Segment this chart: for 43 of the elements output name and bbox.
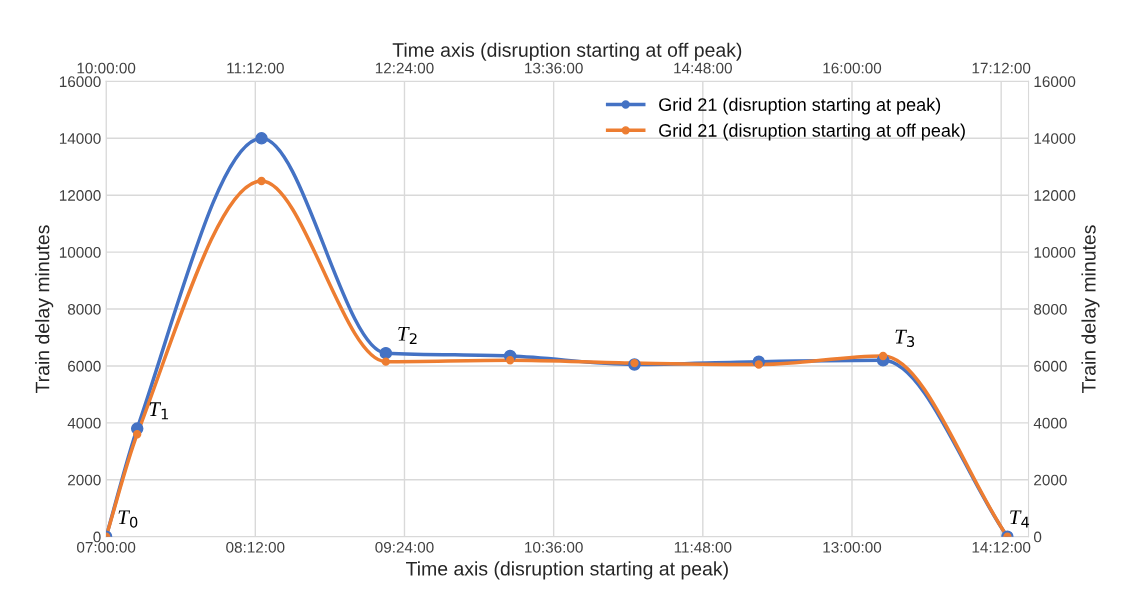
legend-label: Grid 21 (disruption starting at off peak) <box>659 123 965 141</box>
y-tick-label: 6000 <box>68 360 101 372</box>
y-tick-label: 14000 <box>59 133 101 144</box>
annotation: T$_{3}$ <box>895 329 915 347</box>
x-tick-label: 07:00:00 <box>76 541 136 553</box>
x-tick-label: 13:00:00 <box>823 541 882 553</box>
x2-tick-label: 10:00:00 <box>77 62 136 74</box>
x2-tick-label: 12:24:00 <box>375 62 434 74</box>
y-axis-title: Train delay minutes <box>35 225 54 394</box>
y-tick-label: 4000 <box>67 417 101 429</box>
x2-tick-label: 13:36:00 <box>525 62 583 74</box>
legend-label: Grid 21 (disruption starting at peak) <box>659 97 941 115</box>
y2-tick-label: 10000 <box>1034 247 1076 258</box>
x2-tick-label: 16:00:00 <box>823 62 882 74</box>
x-tick-label: 10:36:00 <box>525 541 583 553</box>
x2-tick-label: 14:48:00 <box>674 62 732 74</box>
x2-axis-title: Time axis (disruption starting at off peak) <box>392 42 742 61</box>
x-axis-title: Time axis (disruption starting at peak) <box>406 561 728 580</box>
y2-tick-label: 16000 <box>1034 76 1076 88</box>
y-tick-label: 10000 <box>59 247 101 258</box>
x2-tick-label: 11:12:00 <box>227 62 284 74</box>
annotation: T$_{4}$ <box>1010 510 1030 528</box>
y2-tick-label: 0 <box>1033 531 1042 543</box>
y2-axis-title: Train delay minutes <box>1081 225 1100 394</box>
x-tick-label: 14:12:00 <box>972 541 1031 553</box>
x-tick-label: 08:12:00 <box>226 541 285 553</box>
annotation: T$_{0}$ <box>118 510 138 528</box>
x-tick-label: 09:24:00 <box>375 541 434 553</box>
y2-tick-label: 8000 <box>1034 303 1067 315</box>
annotation: T$_{1}$ <box>149 402 169 420</box>
annotation: T$_{2}$ <box>398 326 417 344</box>
y2-tick-label: 2000 <box>1034 474 1067 486</box>
y-tick-label: 16000 <box>59 76 101 88</box>
y-tick-label: 2000 <box>68 474 101 486</box>
x-tick-label: 11:48:00 <box>674 541 732 553</box>
y2-tick-label: 6000 <box>1034 360 1067 372</box>
y-tick-label: 12000 <box>59 190 101 201</box>
x2-tick-label: 17:12:00 <box>972 62 1031 74</box>
y-tick-label: 8000 <box>67 303 101 315</box>
y2-tick-label: 12000 <box>1034 190 1076 201</box>
y2-tick-label: 4000 <box>1033 417 1067 429</box>
y2-tick-label: 14000 <box>1034 133 1076 144</box>
y-tick-label: 0 <box>93 531 101 543</box>
